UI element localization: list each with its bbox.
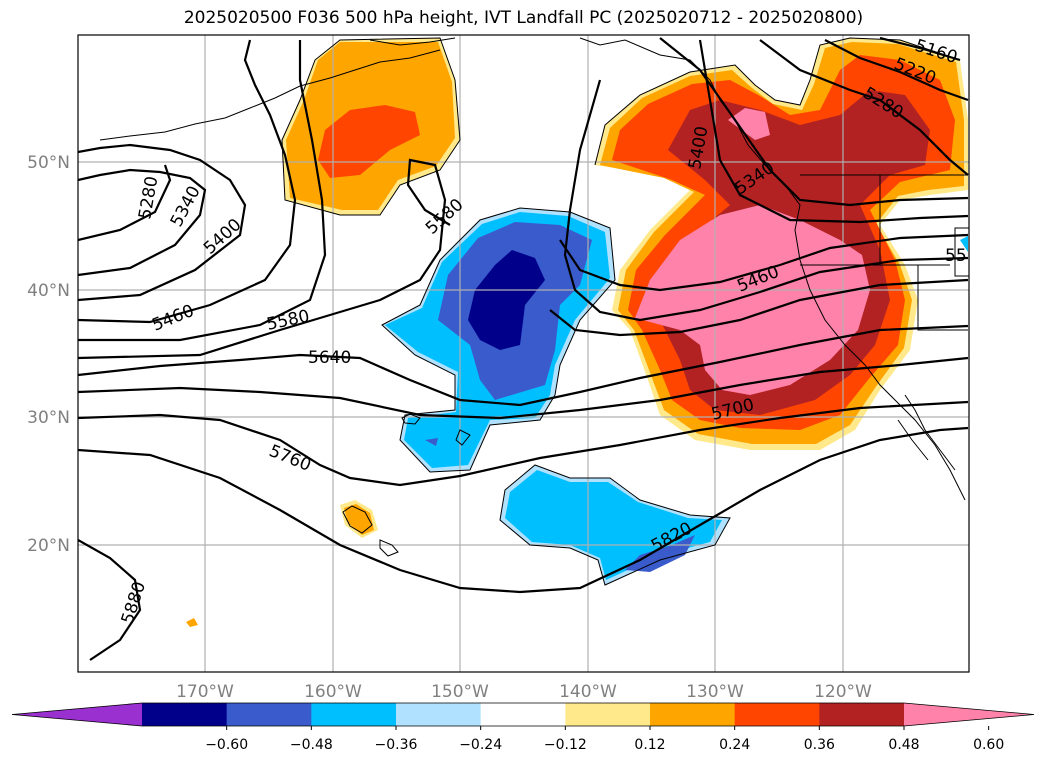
colorbar-segment bbox=[734, 703, 820, 726]
lon-label-150w: 150°W bbox=[431, 682, 489, 702]
colorbar-segment bbox=[226, 703, 312, 726]
negative-area-south-mid bbox=[625, 535, 695, 572]
colorbar: −0.60 −0.48 −0.36 −0.24 −0.12 0.12 0.24 0.36 0.4… bbox=[11, 702, 1035, 753]
longitude-labels: 170°W 160°W 150°W 140°W 130°W 120°W bbox=[176, 682, 872, 702]
colorbar-tick-label: −0.48 bbox=[290, 737, 333, 753]
negative-contour-outline bbox=[381, 207, 731, 586]
colorbar-segment bbox=[396, 703, 482, 726]
map-area: 5160 5220 5280 5280 5340 5340 5400 5400 … bbox=[78, 35, 969, 672]
colorbar-segment bbox=[819, 703, 905, 726]
contour-label: 5880 bbox=[118, 579, 150, 626]
contour-5280-east bbox=[759, 39, 969, 176]
negative-ivt-field bbox=[382, 208, 730, 585]
colorbar-tick-label: −0.60 bbox=[205, 737, 248, 753]
positive-area-northwest-red bbox=[318, 105, 420, 178]
edge-inset-box bbox=[954, 227, 969, 277]
positive-area-small-orange bbox=[344, 504, 374, 535]
contour-5880 bbox=[78, 539, 142, 661]
contour-label: 5280 bbox=[135, 175, 162, 221]
contour-5520 bbox=[78, 40, 969, 342]
colorbar-segment bbox=[311, 703, 397, 726]
contour-label: 5340 bbox=[167, 183, 205, 231]
contour-5640 bbox=[78, 324, 969, 407]
contour-5400-east bbox=[698, 39, 969, 224]
positive-area-east-pink-north bbox=[728, 108, 770, 140]
map-title: 2025020500 F036 500 hPa height, IVT Land… bbox=[183, 8, 864, 28]
lat-label-20n: 20°N bbox=[27, 536, 70, 556]
contour-5400-west bbox=[78, 143, 247, 302]
contour-label: 5580 bbox=[265, 306, 311, 335]
edge-shading bbox=[960, 236, 968, 252]
colorbar-segment bbox=[480, 703, 566, 726]
colorbar-tick-label: 0.48 bbox=[888, 737, 919, 753]
contour-5280-west bbox=[78, 164, 172, 242]
lat-label-40n: 40°N bbox=[27, 281, 70, 301]
lon-label-170w: 170°W bbox=[176, 682, 234, 702]
colorbar-tick-label: −0.12 bbox=[544, 737, 587, 753]
lon-label-120w: 120°W bbox=[814, 682, 872, 702]
contour-5580 bbox=[78, 158, 969, 360]
coastline-aleutians bbox=[99, 49, 441, 141]
contour-label: 55 bbox=[945, 246, 967, 266]
colorbar-tick-label: −0.24 bbox=[459, 737, 502, 753]
negative-area-north-core bbox=[468, 250, 545, 350]
contour-label: 5640 bbox=[308, 348, 351, 368]
colorbar-tick-label: −0.36 bbox=[375, 737, 418, 753]
contour-5220 bbox=[824, 39, 969, 102]
contour-5160 bbox=[879, 36, 961, 62]
lon-label-140w: 140°W bbox=[559, 682, 617, 702]
positive-area-tiny bbox=[186, 618, 198, 627]
contour-5760 bbox=[78, 400, 969, 487]
colorbar-tick-label: 0.24 bbox=[719, 737, 750, 753]
colorbar-segment bbox=[142, 703, 228, 726]
colorbar-extension-high bbox=[904, 703, 1034, 726]
contour-5820 bbox=[78, 426, 969, 594]
contour-5460 bbox=[78, 39, 969, 324]
contour-5700 bbox=[78, 356, 969, 420]
contour-label: 5460 bbox=[149, 301, 197, 336]
colorbar-outline bbox=[11, 702, 1035, 727]
colorbar-extension-low bbox=[12, 703, 142, 726]
latitude-labels: 50°N 40°N 30°N 20°N bbox=[27, 153, 70, 556]
colorbar-tick-label: 0.36 bbox=[804, 737, 835, 753]
negative-area-small bbox=[425, 438, 438, 446]
coastline-hawaii bbox=[342, 505, 399, 557]
positive-contour-outline bbox=[281, 37, 961, 216]
height-contours bbox=[78, 36, 969, 661]
graticule bbox=[78, 35, 969, 672]
colorbar-segment bbox=[565, 703, 651, 726]
colorbar-segment bbox=[650, 703, 736, 726]
lat-label-50n: 50°N bbox=[27, 153, 70, 173]
lon-label-160w: 160°W bbox=[304, 682, 362, 702]
contour-5340-west bbox=[78, 168, 207, 277]
map-frame bbox=[77, 34, 970, 673]
lat-label-30n: 30°N bbox=[27, 408, 70, 428]
lon-label-130w: 130°W bbox=[686, 682, 744, 702]
positive-area-east-pink bbox=[635, 205, 870, 395]
colorbar-tick-label: 0.60 bbox=[973, 737, 1004, 753]
colorbar-tick-label: 0.12 bbox=[634, 737, 665, 753]
